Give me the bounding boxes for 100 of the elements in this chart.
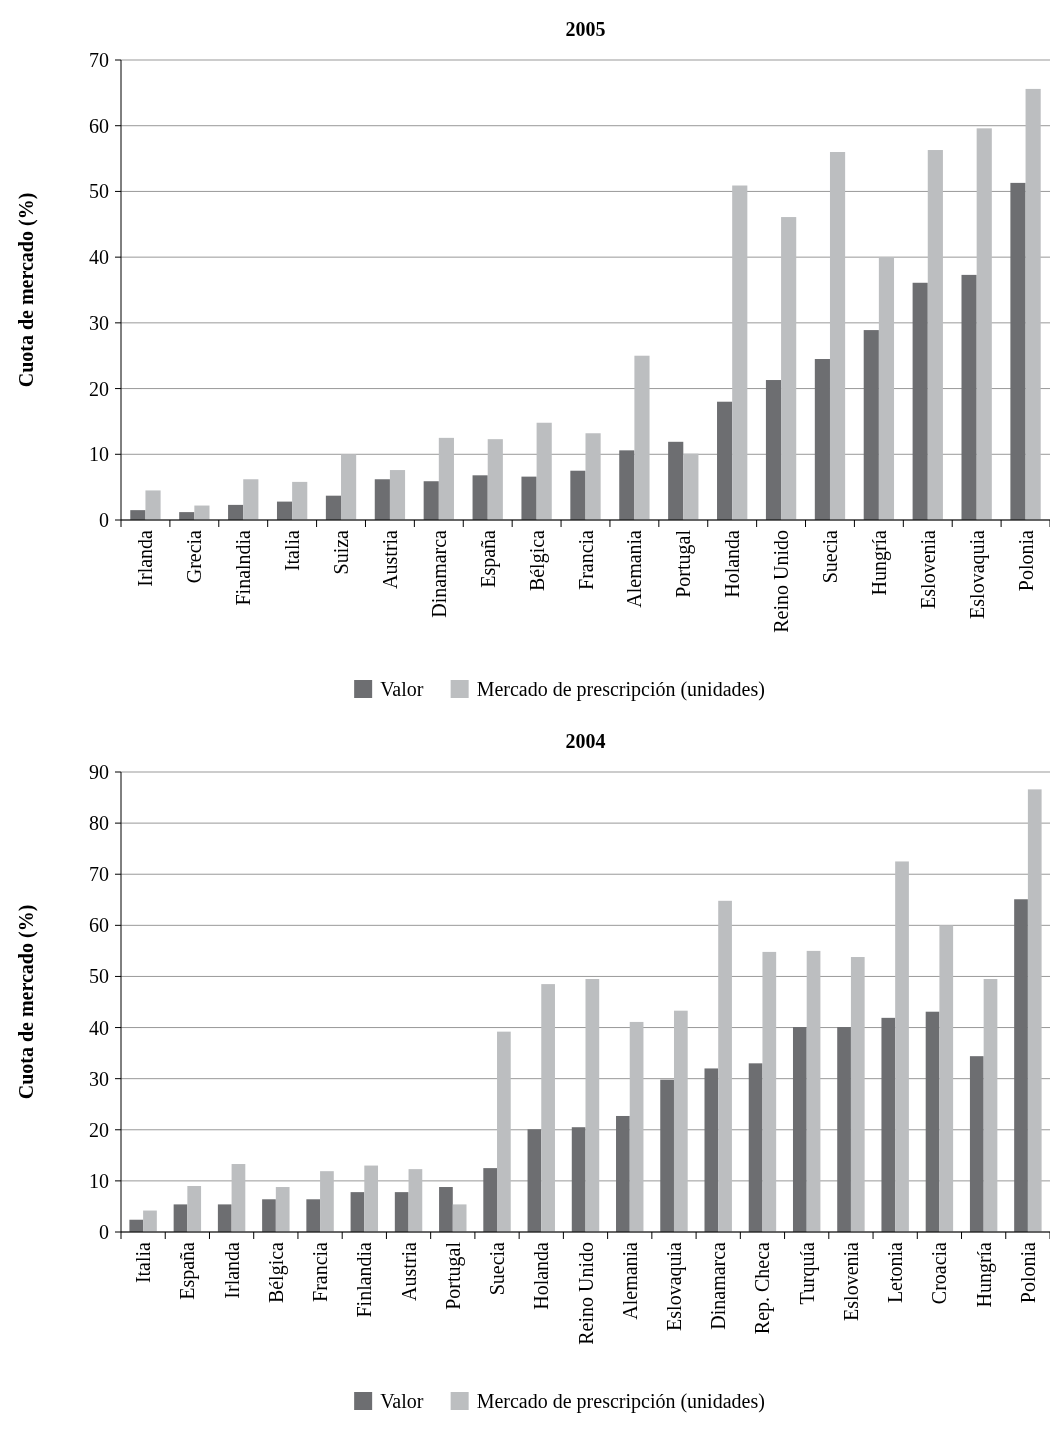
x-tick-label: Bélgica bbox=[525, 529, 549, 592]
bar bbox=[629, 1021, 644, 1232]
bar bbox=[452, 1204, 467, 1232]
bar bbox=[660, 1079, 674, 1232]
x-tick-label: Turquía bbox=[795, 1241, 819, 1305]
bar bbox=[762, 951, 777, 1232]
y-tick-label: 60 bbox=[89, 914, 109, 937]
y-tick-label: 90 bbox=[89, 761, 109, 783]
x-tick-label: Reino Unido bbox=[574, 1242, 597, 1345]
bar bbox=[748, 1063, 763, 1232]
x-tick-label: Italia bbox=[281, 529, 304, 572]
x-tick-label: Irlanda bbox=[134, 529, 157, 587]
bar bbox=[439, 1187, 453, 1232]
x-tick-label: Letonia bbox=[884, 1241, 907, 1304]
x-tick-label: Dinamarca bbox=[707, 1241, 730, 1330]
x-tick-label: Eslovaquia bbox=[662, 1241, 686, 1331]
x-tick-label: Finlandia bbox=[353, 1241, 376, 1318]
x-tick-label: Portugal bbox=[672, 529, 696, 598]
bar bbox=[306, 1199, 321, 1232]
y-tick-label: 30 bbox=[89, 311, 109, 334]
bar bbox=[585, 979, 600, 1232]
bar bbox=[487, 439, 503, 520]
x-tick-label: Grecia bbox=[183, 529, 206, 584]
y-tick-label: 80 bbox=[89, 812, 109, 835]
x-tick-label: Alemania bbox=[623, 529, 646, 608]
x-tick-label: Croacia bbox=[928, 1241, 951, 1305]
y-tick-label: 70 bbox=[89, 863, 109, 886]
bar bbox=[130, 510, 146, 520]
x-tick-label: Suecia bbox=[486, 1241, 509, 1296]
bar bbox=[276, 501, 293, 520]
chart-title: 2005 bbox=[565, 18, 606, 40]
y-tick-label: 40 bbox=[89, 1016, 109, 1039]
bar bbox=[275, 1187, 290, 1232]
y-tick-label: 40 bbox=[89, 246, 109, 269]
bar bbox=[389, 470, 406, 520]
bar bbox=[673, 1010, 688, 1232]
bar bbox=[895, 861, 909, 1232]
bar bbox=[129, 1219, 144, 1232]
bar bbox=[374, 479, 390, 520]
bar bbox=[472, 475, 488, 520]
x-tick-label: Irlanda bbox=[220, 1241, 243, 1299]
x-tick-label: Alemania bbox=[618, 1241, 641, 1320]
y-tick-label: 20 bbox=[89, 1118, 109, 1141]
x-tick-label: Dinamarca bbox=[427, 529, 450, 618]
x-tick-label: España bbox=[476, 529, 500, 588]
y-tick-label: 60 bbox=[89, 114, 109, 137]
y-tick-label: 0 bbox=[99, 1221, 109, 1243]
legend-label: Valor bbox=[380, 678, 424, 700]
bar bbox=[1010, 182, 1026, 520]
bar bbox=[325, 495, 342, 520]
bar bbox=[717, 401, 733, 520]
bar bbox=[683, 453, 699, 520]
bar bbox=[228, 504, 244, 520]
bar bbox=[814, 359, 830, 520]
bar bbox=[231, 1164, 246, 1232]
y-axis-title: Cuota de mercado (%) bbox=[15, 192, 38, 388]
bar bbox=[1025, 88, 1041, 520]
bar bbox=[341, 454, 357, 520]
bar bbox=[394, 1192, 409, 1232]
x-tick-label: Austria bbox=[378, 529, 401, 589]
bar bbox=[939, 925, 954, 1232]
bar bbox=[976, 128, 992, 520]
x-tick-label: Holanda bbox=[721, 529, 744, 598]
bar bbox=[616, 1115, 630, 1232]
bar bbox=[570, 470, 586, 520]
bar bbox=[863, 330, 879, 520]
legend-label: Mercado de prescripción (unidades) bbox=[476, 678, 765, 701]
x-tick-label: Portugal bbox=[441, 1241, 465, 1310]
bar bbox=[243, 479, 259, 520]
bar bbox=[792, 1027, 807, 1232]
chart-title: 2004 bbox=[565, 730, 606, 752]
bar bbox=[483, 1168, 498, 1232]
bar bbox=[364, 1165, 379, 1232]
bar bbox=[145, 490, 161, 520]
x-tick-label: Finalndia bbox=[232, 529, 255, 606]
x-tick-label: Suecia bbox=[818, 529, 841, 584]
x-tick-label: Eslovenia bbox=[916, 529, 939, 609]
legend-label: Mercado de prescripción (unidades) bbox=[476, 1390, 765, 1413]
x-tick-label: Polonia bbox=[1016, 1241, 1039, 1304]
bar bbox=[781, 217, 797, 520]
bar bbox=[619, 450, 635, 520]
bar bbox=[765, 380, 782, 520]
x-tick-label: Francia bbox=[309, 1241, 332, 1302]
bar bbox=[806, 950, 821, 1232]
y-tick-label: 30 bbox=[89, 1067, 109, 1090]
bar bbox=[1027, 789, 1042, 1232]
bar bbox=[423, 481, 439, 520]
bar bbox=[541, 984, 555, 1232]
x-tick-label: Suiza bbox=[330, 529, 353, 575]
x-tick-label: Rep. Checa bbox=[751, 1241, 775, 1335]
y-tick-label: 70 bbox=[89, 49, 109, 71]
y-tick-label: 20 bbox=[89, 377, 109, 400]
bar bbox=[881, 1017, 896, 1232]
x-tick-label: Bélgica bbox=[264, 1241, 288, 1304]
bar bbox=[878, 257, 895, 520]
x-tick-label: Eslovenia bbox=[839, 1241, 862, 1321]
x-tick-label: España bbox=[176, 1241, 200, 1300]
bar bbox=[571, 1127, 586, 1232]
bar bbox=[1014, 899, 1028, 1232]
y-tick-label: 50 bbox=[89, 965, 109, 988]
